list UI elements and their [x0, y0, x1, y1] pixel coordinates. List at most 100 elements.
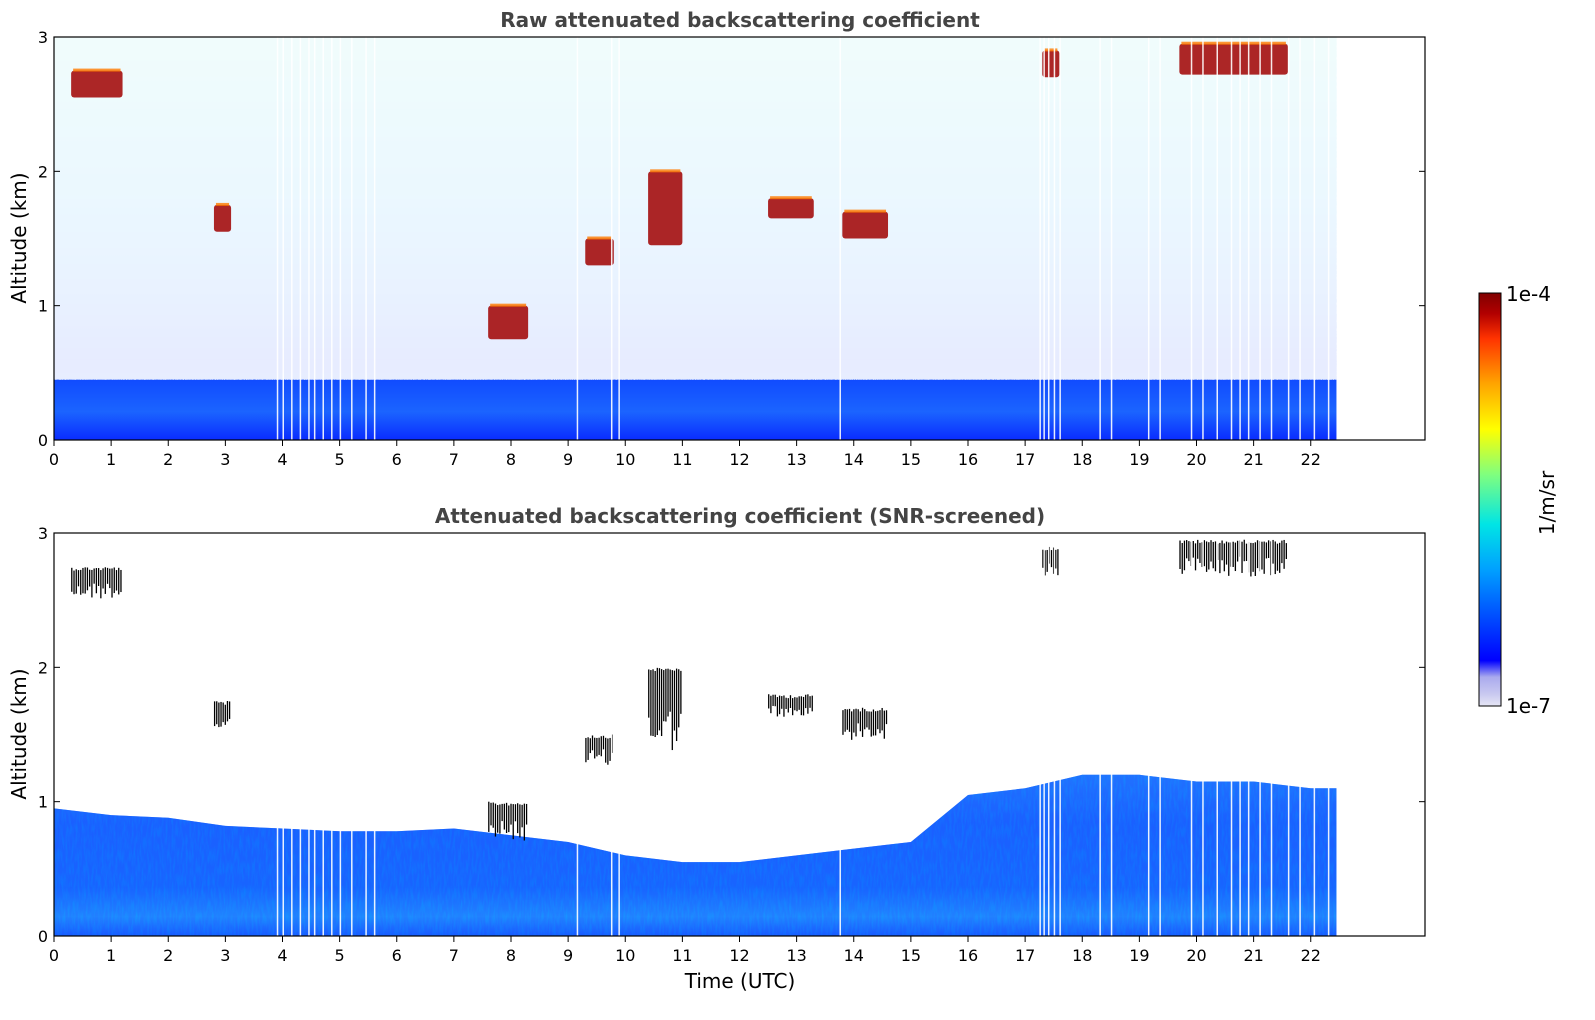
screened-cloud-mark — [585, 737, 587, 763]
cloud-layer — [842, 211, 889, 239]
y-tick-label: 1 — [38, 793, 48, 812]
x-tick-label: 17 — [1015, 450, 1035, 469]
x-tick-label: 21 — [1243, 946, 1263, 965]
screened-cloud-mark — [675, 668, 678, 742]
y-tick-label: 2 — [38, 162, 48, 181]
screened-cloud-mark — [602, 735, 605, 750]
screened-cloud-mark — [1203, 540, 1206, 567]
screened-cloud-mark — [770, 695, 772, 714]
data-gap-line — [1230, 533, 1233, 936]
screened-cloud-mark — [1225, 541, 1228, 565]
x-tick-label: 9 — [563, 946, 573, 965]
screened-cloud-mark — [95, 568, 98, 594]
y-tick-label: 1 — [38, 297, 48, 316]
screened-cloud-mark — [497, 805, 499, 833]
screened-cloud-mark — [870, 711, 872, 737]
data-gap-line — [1047, 533, 1050, 936]
screened-cloud-mark — [794, 697, 796, 711]
screened-cloud-mark — [650, 670, 652, 736]
data-gap-line — [276, 37, 279, 440]
data-gap-line — [1259, 533, 1261, 936]
data-gap-line — [313, 37, 316, 440]
data-gap-line — [610, 533, 613, 936]
y-tick-label: 2 — [38, 658, 48, 677]
screened-cloud-mark — [667, 668, 669, 717]
screened-cloud-mark — [809, 696, 811, 708]
x-tick-label: 13 — [786, 450, 806, 469]
screened-cloud-mark — [1208, 542, 1210, 570]
cloud-layer-edge — [73, 68, 121, 72]
screened-cloud-mark — [848, 708, 851, 732]
screened-cloud-mark — [1265, 542, 1268, 559]
data-gap-line — [1270, 37, 1273, 440]
screened-cloud-mark — [768, 694, 770, 709]
cloud-layer-edge — [587, 236, 612, 240]
data-gap-line — [1327, 37, 1330, 440]
data-gap-line — [1110, 533, 1113, 936]
data-gap-line — [1299, 533, 1301, 936]
screened-cloud-mark — [1188, 541, 1190, 562]
data-gap-line — [365, 533, 367, 936]
data-gap-line — [839, 533, 841, 936]
x-tick-label: 14 — [844, 450, 864, 469]
screened-cloud-mark — [600, 736, 602, 757]
raw-backscatter-panel: Raw attenuated backscattering coefficien… — [7, 8, 1426, 469]
screened-cloud-mark — [660, 669, 663, 737]
colorbar-unit-label: 1/m/sr — [1535, 470, 1559, 535]
data-gap-line — [308, 533, 310, 936]
screened-cloud-mark — [508, 805, 510, 833]
screened-cloud-mark — [118, 567, 120, 595]
data-gap-line — [1216, 37, 1218, 440]
x-tick-label: 0 — [49, 450, 59, 469]
x-tick-label: 19 — [1129, 946, 1149, 965]
screened-cloud-mark — [494, 803, 497, 837]
x-tick-label: 12 — [729, 946, 749, 965]
screened-cloud-mark — [658, 668, 661, 731]
screened-cloud-mark — [792, 698, 794, 716]
x-tick-label: 18 — [1072, 450, 1092, 469]
screened-cloud-mark — [680, 670, 682, 714]
data-gap-line — [1190, 533, 1193, 936]
screened-cloud-mark — [853, 709, 855, 733]
data-gap-line — [1287, 533, 1290, 936]
data-gap-line — [618, 533, 620, 936]
screened-cloud-mark — [492, 802, 494, 828]
screened-cloud-mark — [1046, 549, 1048, 572]
screened-cloud-mark — [785, 697, 787, 709]
screened-cloud-mark — [115, 570, 118, 591]
x-tick-label: 4 — [277, 450, 287, 469]
screened-cloud-mark — [1241, 541, 1243, 573]
screened-cloud-mark — [596, 737, 598, 757]
screened-cloud-mark — [868, 711, 870, 730]
screened-cloud-mark — [521, 804, 523, 828]
data-gap-line — [1247, 533, 1250, 936]
screened-cloud-mark — [877, 710, 879, 730]
data-gap-line — [313, 533, 316, 936]
screened-cloud-mark — [1219, 542, 1221, 574]
screened-cloud-mark — [807, 694, 809, 714]
data-gap-line — [282, 37, 284, 440]
data-gap-line — [839, 37, 841, 440]
data-gap-line — [322, 533, 324, 936]
screened-cloud-mark — [490, 802, 492, 826]
cloud-layer — [488, 305, 529, 340]
data-gap-line — [1110, 37, 1113, 440]
x-tick-label: 9 — [563, 450, 573, 469]
screened-cloud-mark — [84, 567, 86, 594]
x-tick-label: 20 — [1186, 946, 1206, 965]
data-gap-line — [1099, 533, 1101, 936]
data-gap-line — [1039, 533, 1041, 936]
data-gap-line — [1259, 37, 1261, 440]
data-gap-line — [610, 37, 613, 440]
screened-cloud-mark — [1252, 543, 1254, 572]
data-gap-line — [1299, 37, 1301, 440]
x-tick-label: 5 — [335, 450, 345, 469]
screened-cloud-mark — [1179, 540, 1181, 569]
y-tick-label: 0 — [38, 431, 48, 450]
colorbar-gradient — [1478, 292, 1502, 707]
screened-cloud-mark — [665, 668, 667, 722]
x-tick-label: 10 — [615, 450, 635, 469]
screened-cloud-mark — [811, 695, 813, 712]
screened-cloud-mark — [656, 667, 658, 736]
